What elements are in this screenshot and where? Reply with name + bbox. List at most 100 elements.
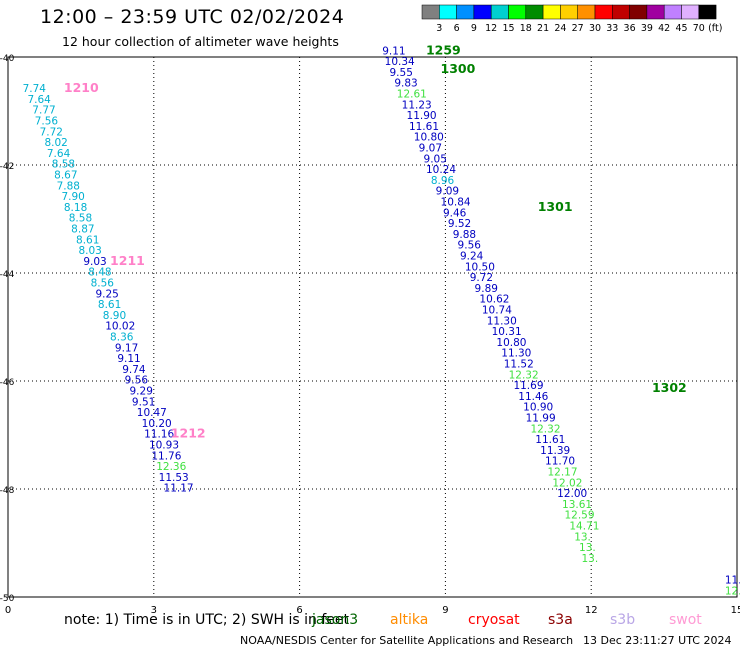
wave-height-value: 10.24 [426,164,456,176]
wave-height-value: 11.30 [487,315,517,327]
colorbar-swatch [681,4,700,20]
colorbar-swatch [698,4,717,20]
wave-height-value: 8.61 [76,234,99,246]
colorbar-swatch [577,4,596,20]
wave-height-value: 10.50 [465,261,495,273]
wave-height-value: 12.00 [557,488,587,500]
wave-height-value: 11.61 [409,121,439,133]
wave-height-value: 11.23 [402,99,432,111]
wave-height-value: 7.56 [35,116,59,128]
wave-height-value: 8.58 [52,159,75,171]
wave-height-value: 10.34 [385,56,415,68]
colorbar-swatch [560,4,578,20]
wave-height-value: 8.96 [431,175,455,187]
footnote: note: 1) Time is in UTC; 2) SWH is in fe… [64,612,350,628]
colorbar-label: 18 [520,23,532,34]
wave-height-value: 8.36 [110,332,134,344]
wave-height-value: 8.58 [69,213,92,225]
credit-text: NOAA/NESDIS Center for Satellite Applica… [240,634,574,647]
colorbar-label: 21 [537,23,549,34]
wave-height-value: 9.11 [117,353,140,365]
colorbar-swatch [490,4,509,20]
x-tick-label: 9 [442,605,448,616]
colorbar-swatch [525,4,544,20]
colorbar-label: 45 [675,23,687,34]
wave-height-value: 12.3 [725,585,740,597]
wave-height-value: 11.69 [513,380,543,392]
x-tick-label: 6 [296,605,302,616]
x-tick-label: 0 [5,605,11,616]
wave-height-value: 10.93 [149,440,179,452]
wave-height-value: 9.56 [125,375,149,387]
colorbar-label: 9 [471,23,477,34]
wave-height-value: 9.74 [122,364,146,376]
wave-height-value: 11. [725,575,740,587]
wave-height-value: 13.61 [562,499,592,511]
wave-height-value: 12.59 [564,510,594,522]
wave-height-value: 9.29 [130,386,153,398]
y-tick-label: -40 [0,54,15,64]
colorbar-swatch [612,4,630,20]
colorbar-swatch [629,4,648,20]
wave-height-value: 9.51 [132,396,155,408]
wave-height-value: 11.39 [540,445,570,457]
time-mark-label: 1212 [171,426,206,441]
wave-height-value: 10.20 [142,418,172,430]
wave-height-value: 8.48 [88,267,111,279]
wave-height-value: 9.56 [458,240,482,252]
wave-height-value: 11.30 [501,348,531,360]
wave-height-value: 13. [574,531,591,543]
x-tick-label: 12 [585,605,598,616]
wave-height-value: 7.88 [57,180,80,192]
colorbar-label: 30 [589,23,601,34]
y-tick-label: -42 [0,162,14,172]
satellite-legend-item: s3b [610,612,636,628]
wave-height-value: 11.46 [518,391,548,403]
time-mark-label: 1259 [426,42,461,57]
colorbar-label: 3 [436,23,442,34]
time-mark-label: 1210 [64,80,99,95]
wave-height-value: 10.62 [479,294,509,306]
satellite-legend-item: s3a [548,612,573,628]
wave-height-value: 9.25 [95,288,118,300]
colorbar-label: 36 [624,23,636,34]
wave-height-value: 9.72 [470,272,493,284]
y-tick-label: -44 [0,270,15,280]
wave-height-value: 9.17 [115,342,138,354]
wave-height-value: 9.11 [382,45,405,57]
wave-height-value: 10.80 [414,132,444,144]
wave-height-value: 9.24 [460,251,484,263]
wave-height-value: 9.89 [475,283,498,295]
wave-height-value: 12.36 [156,461,186,473]
wave-height-value: 10.02 [105,321,135,333]
wave-height-value: 11.16 [144,429,174,441]
satellite-legend-item: jason3 [312,612,359,628]
wave-height-value: 10.74 [482,305,512,317]
wave-height-value: 7.77 [32,105,55,117]
wave-height-value: 10.80 [496,337,526,349]
colorbar-label: 12 [485,23,497,34]
y-tick-label: -48 [0,486,15,496]
colorbar-label: 15 [502,23,514,34]
colorbar-swatch [508,4,527,20]
wave-height-value: 11.53 [159,472,189,484]
colorbar-swatch [542,4,561,20]
time-mark-label: 1300 [441,61,476,76]
wave-height-value: 13. [581,553,598,565]
wave-height-value: 10.84 [441,197,471,209]
wave-height-value: 10.47 [137,407,167,419]
wave-height-value: 8.61 [98,299,121,311]
wave-height-value: 9.83 [394,78,417,90]
wave-height-value: 10.31 [492,326,522,338]
colorbar-swatch [439,4,457,20]
y-tick-label: -50 [0,594,15,604]
wave-height-value: 8.03 [78,245,101,257]
wave-height-value: 9.07 [419,143,442,155]
wave-height-value: 8.56 [91,278,115,290]
wave-height-value: 8.18 [64,202,87,214]
chart-subtitle: 12 hour collection of altimeter wave hei… [62,34,339,49]
wave-height-value: 9.03 [83,256,106,268]
x-tick-label: 15 [731,605,740,616]
colorbar-label: 70 [693,23,705,34]
